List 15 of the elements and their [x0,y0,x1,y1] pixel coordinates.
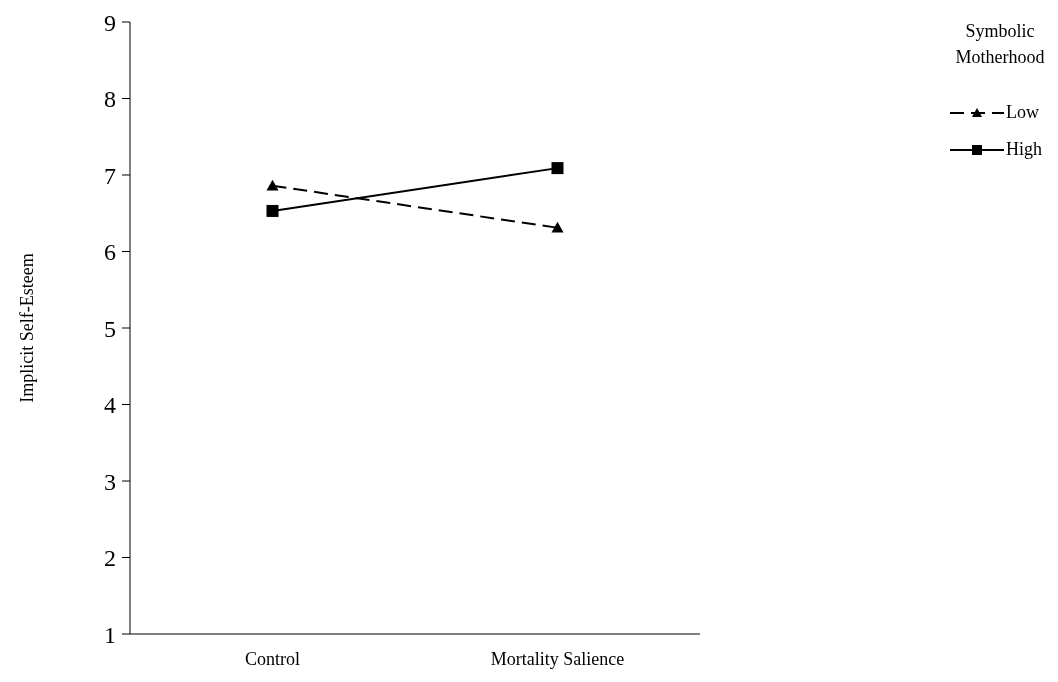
y-tick-label: 7 [104,162,116,189]
y-tick-label: 6 [104,239,116,266]
y-axis-title: Implicit Self-Esteem [17,253,38,403]
y-tick-label: 1 [104,621,116,648]
y-tick-label: 2 [104,545,116,572]
legend-title: Symbolic Motherhood [954,20,1046,69]
x-tick-label: Mortality Salience [490,648,625,669]
y-tick-label: 8 [104,86,116,113]
y-tick-label: 3 [104,468,116,495]
legend-label: Low [1006,102,1039,123]
x-tick-label: Control [244,648,301,669]
legend-label: High [1006,139,1042,160]
y-tick-label: 5 [104,315,116,342]
y-tick-label: 9 [104,9,116,36]
y-tick-label: 4 [104,392,116,419]
